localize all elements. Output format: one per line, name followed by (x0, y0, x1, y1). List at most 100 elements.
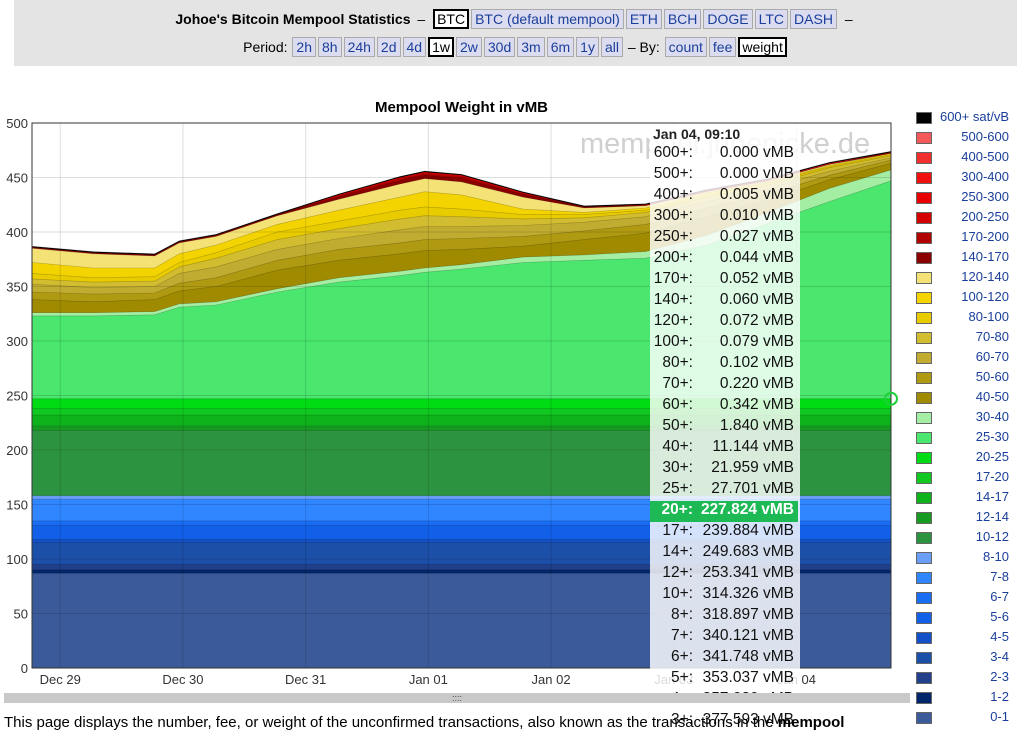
legend-swatch (916, 712, 932, 724)
y-tick-label: 50 (14, 607, 28, 622)
legend-item[interactable]: 8-10 (914, 548, 1017, 568)
coin-button-eth[interactable]: ETH (625, 9, 662, 29)
tooltip-row: 140+: 0.060 vMB (650, 291, 798, 312)
period-button-8h[interactable]: 8h (317, 37, 342, 57)
legend-item[interactable]: 120-140 (914, 268, 1017, 288)
legend-label: 3-4 (990, 649, 1009, 664)
coin-button-doge[interactable]: DOGE (703, 9, 753, 29)
tooltip-time: Jan 04, 09:10 (653, 126, 741, 142)
period-button-4d[interactable]: 4d (402, 37, 427, 57)
tooltip-value: 0.000 vMB (719, 144, 794, 161)
legend-item[interactable]: 2-3 (914, 668, 1017, 688)
description-text: This page displays the number, fee, or w… (4, 714, 778, 731)
legend-item[interactable]: 10-12 (914, 528, 1017, 548)
legend-item[interactable]: 60-70 (914, 348, 1017, 368)
tooltip-row: 20+: 227.824 vMB (650, 501, 798, 522)
y-tick-label: 450 (6, 171, 28, 186)
period-button-1y[interactable]: 1y (576, 37, 599, 57)
legend-item[interactable]: 25-30 (914, 428, 1017, 448)
tooltip-value: 11.144 vMB (712, 438, 794, 455)
tooltip-value: 0.027 vMB (719, 228, 794, 245)
period-button-2d[interactable]: 2d (376, 37, 401, 57)
legend-item[interactable]: 6-7 (914, 588, 1017, 608)
legend-item[interactable]: 7-8 (914, 568, 1017, 588)
legend-swatch (916, 132, 932, 144)
period-button-24h[interactable]: 24h (343, 37, 375, 57)
legend-item[interactable]: 30-40 (914, 408, 1017, 428)
legend-item[interactable]: 3-4 (914, 648, 1017, 668)
legend-item[interactable]: 12-14 (914, 508, 1017, 528)
legend-item[interactable]: 14-17 (914, 488, 1017, 508)
legend-item[interactable]: 600+ sat/vB (914, 108, 1017, 128)
legend-item[interactable]: 20-25 (914, 448, 1017, 468)
tooltip-value: 340.121 vMB (702, 627, 794, 644)
legend-item[interactable]: 200-250 (914, 208, 1017, 228)
tooltip-row: 300+: 0.010 vMB (650, 207, 798, 228)
period-button-2w[interactable]: 2w (455, 37, 482, 57)
legend-swatch (916, 112, 932, 124)
tooltip-fee-level: 25+: (662, 480, 693, 497)
tooltip-fee-level: 120+: (653, 312, 693, 329)
metric-button-count[interactable]: count (664, 37, 707, 57)
tooltip-fee-level: 250+: (653, 228, 693, 245)
tooltip-value: 27.701 vMB (711, 480, 794, 497)
legend-item[interactable]: 140-170 (914, 248, 1017, 268)
legend-item[interactable]: 1-2 (914, 688, 1017, 708)
legend-swatch (916, 352, 932, 364)
legend-label: 70-80 (975, 329, 1009, 344)
tooltip-fee-level: 300+: (653, 207, 693, 224)
tooltip-fee-level: 20+: (661, 501, 693, 518)
resize-handle[interactable]: :::: (4, 693, 910, 703)
tooltip-row: 400+: 0.005 vMB (650, 186, 798, 207)
tooltip-row: 50+: 1.840 vMB (650, 417, 798, 438)
tooltip-value: 21.959 vMB (711, 459, 794, 476)
coin-button-ltc[interactable]: LTC (754, 9, 789, 29)
legend-item[interactable]: 400-500 (914, 148, 1017, 168)
period-button-all[interactable]: all (600, 37, 623, 57)
legend-label: 1-2 (990, 689, 1009, 704)
site-title: Johoe's Bitcoin Mempool Statistics (175, 11, 411, 27)
legend-label: 10-12 (975, 529, 1009, 544)
tooltip-fee-level: 50+: (662, 417, 693, 434)
legend-label: 200-250 (961, 209, 1009, 224)
tooltip-row: 120+: 0.072 vMB (650, 312, 798, 333)
legend-swatch (916, 532, 932, 544)
metric-button-fee[interactable]: fee (708, 37, 737, 57)
legend-swatch (916, 232, 932, 244)
legend-swatch (916, 472, 932, 484)
tooltip-fee-level: 5+: (671, 669, 693, 686)
legend-item[interactable]: 5-6 (914, 608, 1017, 628)
period-button-3m[interactable]: 3m (517, 37, 545, 57)
legend-item[interactable]: 40-50 (914, 388, 1017, 408)
metric-button-weight[interactable]: weight (738, 37, 787, 57)
coin-button-btc[interactable]: BTC (433, 9, 470, 29)
period-button-1w[interactable]: 1w (428, 37, 454, 57)
legend-swatch (916, 672, 932, 684)
coin-button-dash[interactable]: DASH (790, 9, 837, 29)
legend-swatch (916, 512, 932, 524)
legend-item[interactable]: 17-20 (914, 468, 1017, 488)
period-button-30d[interactable]: 30d (483, 37, 516, 57)
legend-item[interactable]: 70-80 (914, 328, 1017, 348)
legend-item[interactable]: 0-1 (914, 708, 1017, 728)
legend-label: 2-3 (990, 669, 1009, 684)
legend-swatch (916, 692, 932, 704)
legend-item[interactable]: 300-400 (914, 168, 1017, 188)
coin-button-bch[interactable]: BCH (663, 9, 702, 29)
legend-item[interactable]: 250-300 (914, 188, 1017, 208)
legend-label: 4-5 (990, 629, 1009, 644)
legend-item[interactable]: 80-100 (914, 308, 1017, 328)
legend-swatch (916, 412, 932, 424)
period-button-2h[interactable]: 2h (292, 37, 316, 57)
tooltip-value: 314.326 vMB (702, 585, 794, 602)
coin-button-btc-default-mempool[interactable]: BTC (default mempool) (471, 9, 624, 29)
legend-swatch (916, 432, 932, 444)
legend-item[interactable]: 4-5 (914, 628, 1017, 648)
x-tick-label: Jan 02 (532, 672, 571, 687)
legend-item[interactable]: 100-120 (914, 288, 1017, 308)
legend-item[interactable]: 170-200 (914, 228, 1017, 248)
legend-item[interactable]: 500-600 (914, 128, 1017, 148)
legend-item[interactable]: 50-60 (914, 368, 1017, 388)
tooltip-fee-level: 170+: (653, 270, 693, 287)
period-button-6m[interactable]: 6m (546, 37, 575, 57)
